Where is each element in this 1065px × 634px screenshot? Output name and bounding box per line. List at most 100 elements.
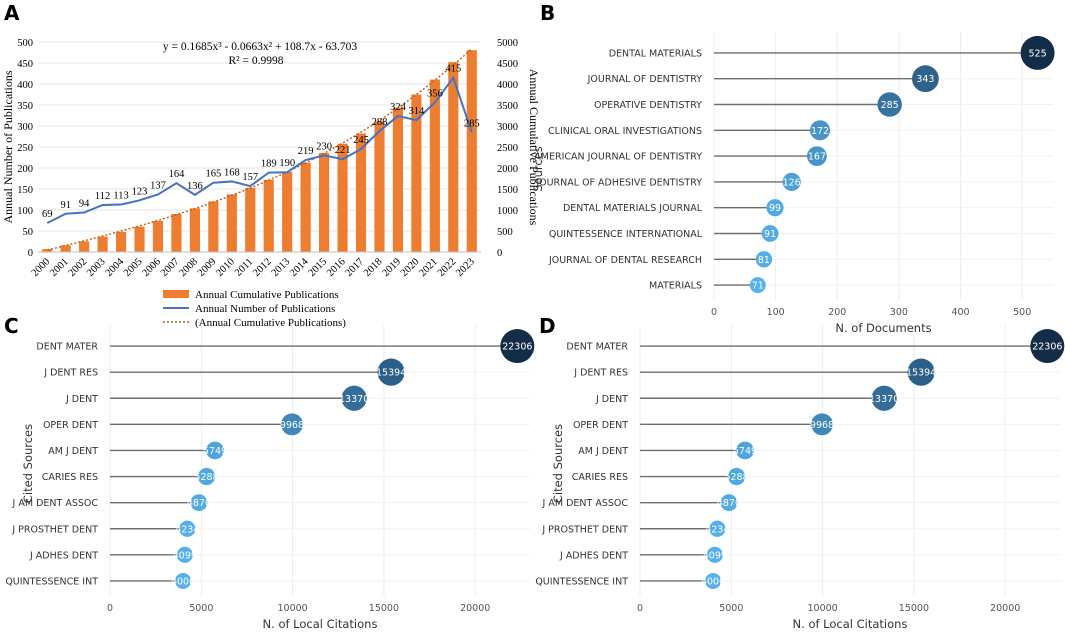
bar-cumulative [411,94,422,253]
x-tick-label-year: 2005 [122,256,145,279]
lollipop-value-label: 4099 [173,550,197,561]
bar-cumulative [115,231,127,252]
category-label: J AM DENT ASSOC [542,498,629,509]
y-right-tick-label: 4000 [497,80,518,91]
category-label: AM J DENT [48,446,98,457]
line-data-label: 157 [242,172,258,183]
x-axis-title: N. of Documents [835,321,931,335]
y-right-tick-label: 0 [497,248,502,259]
category-label: JOURNAL OF DENTAL RESEARCH [548,255,702,266]
y-right-axis-title: Annual Cumulative Publications [527,69,541,226]
y-axis-title: Cited Sources [551,424,565,503]
bar-cumulative [60,245,71,252]
category-label: QUINTESSENCE INT [535,576,628,587]
category-label: QUINTESSENCE INT [5,576,98,587]
y-left-tick-label: 400 [17,80,33,91]
lollipop-dot [749,277,766,294]
lollipop-dot [500,329,535,364]
y-left-tick-label: 350 [17,101,33,112]
category-label: J DENT RES [573,368,628,379]
line-data-label: 314 [409,106,426,117]
panel-letter-c: C [4,314,19,338]
panel-b-chart: 0 100 200 300 400 500 525 DENTAL MATERIALS 343 JO… [531,32,1055,335]
category-label: JOURNAL OF ADHESIVE DENTISTRY [535,177,702,188]
legend-swatch-bars [163,290,189,298]
category-label: OPERATIVE DENTISTRY [594,100,702,111]
line-data-label: 324 [390,102,407,113]
y-right-tick-label: 2500 [497,143,518,154]
lollipop-dot [341,385,367,411]
x-tick-label: 15000 [899,603,929,614]
bar-cumulative [392,107,404,252]
line-data-label: 189 [261,159,277,170]
category-label: J AM DENT ASSOC [12,498,99,509]
lollipop-dot [811,413,833,436]
x-tick-label-year: 2010 [214,256,237,279]
x-tick-label-year: 2023 [454,256,477,279]
lollipop-value-label: 15394 [906,368,936,379]
x-tick-label: 20000 [990,603,1020,614]
lollipop-dot [912,65,939,93]
lollipop-value-label: 5288 [724,472,748,483]
legend-label-bars: Annual Cumulative Publications [195,289,339,301]
line-data-label: 94 [79,199,90,210]
category-label: J PROSTHET DENT [11,524,98,535]
lollipop-dot [810,120,831,141]
line-data-label: 123 [132,186,148,197]
lollipop-dot [755,251,773,268]
y-left-tick-label: 100 [17,206,33,217]
bar-cumulative [319,153,330,252]
bar-cumulative [42,249,53,252]
x-axis-title: N. of Local Citations [263,617,378,629]
y-right-tick-label: 1000 [497,206,518,217]
panel-a-chart: 0501001502002503003504004505000500100015… [1,38,541,329]
lollipop-value-label: 4870 [717,498,741,509]
x-tick-label: 20000 [460,603,490,614]
x-tick-label-year: 2017 [344,256,367,279]
bar-cumulative [189,208,200,252]
category-label: J ADHES DENT [559,550,628,561]
trendline-equation: y = 0.1685x³ - 0.0663x² + 108.7x - 63.70… [163,41,358,53]
y-left-tick-label: 200 [17,164,33,175]
lollipop-value-label: 22306 [502,342,532,353]
line-data-label: 230 [316,141,332,152]
y-left-tick-label: 450 [17,59,33,70]
x-tick-label: 15000 [369,603,399,614]
lollipop-dot [727,467,746,486]
panel-d-chart: 0 5000 10000 15000 20000 22306 DENT MATER 15394… [535,325,1065,631]
lollipop-value-label: 285 [881,100,899,111]
lollipop-value-label: 81 [758,255,770,266]
x-tick-label-year: 2014 [288,256,311,279]
x-tick-label-year: 2019 [380,256,403,279]
x-tick-label-year: 2016 [325,256,348,279]
bar-cumulative [245,187,256,252]
line-data-label: 356 [427,88,443,99]
bar-cumulative [97,236,108,252]
x-tick-label-year: 2004 [104,256,127,279]
category-label: DENTAL MATERIALS JOURNAL [563,203,703,214]
line-data-label: 69 [42,209,53,220]
legend-label-line: Annual Number of Publications [195,303,335,315]
lollipop-value-label: 22306 [1032,342,1062,353]
lollipop-value-label: 15394 [376,368,406,379]
y-axis-title: Cited Sources [21,424,35,503]
lollipop-dot [1030,329,1065,364]
panel-letter-d: D [539,314,556,338]
x-tick-label: 300 [890,307,908,318]
line-data-label: 415 [445,64,461,75]
line-annual-publications [46,75,473,224]
bar-cumulative [337,143,348,252]
bar-cumulative [300,162,311,252]
lollipop-dot [706,546,723,563]
line-data-label: 137 [150,180,166,191]
lollipop-dot [190,494,208,512]
bar-cumulative [448,62,459,252]
x-tick-label-year: 2011 [233,256,255,278]
x-tick-label-year: 2018 [362,256,385,279]
x-tick-label-year: 2003 [85,256,108,279]
line-data-label: 168 [224,167,240,178]
lollipop-value-label: 5288 [194,472,218,483]
x-tick-label-year: 2002 [67,256,90,279]
lollipop-value-label: 5749 [733,446,757,457]
bar-cumulative [226,194,237,252]
